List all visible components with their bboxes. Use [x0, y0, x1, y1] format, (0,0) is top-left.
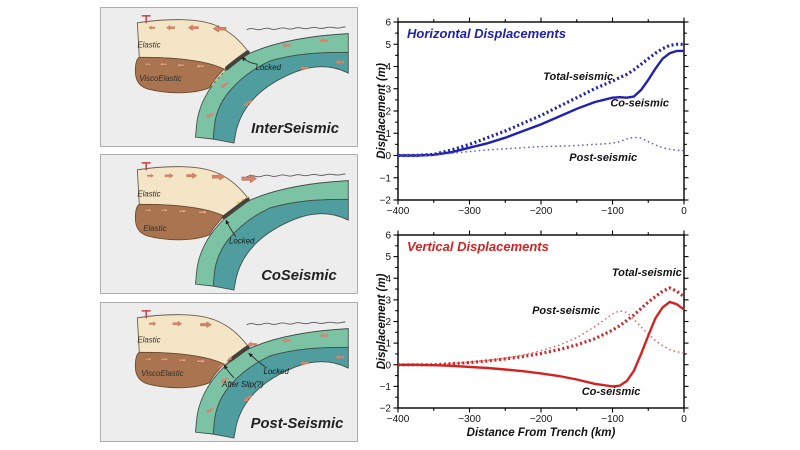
curve-name-label: Co-seismic — [582, 386, 641, 398]
x-axis-label: Distance From Trench (km) — [467, 427, 616, 439]
sea-surface — [246, 26, 346, 31]
locked-label: Locked — [229, 237, 255, 246]
oceanic-lithosphere-layer — [212, 346, 349, 439]
locked-zone — [227, 345, 250, 363]
y-tick-label: 6 — [385, 231, 391, 242]
x-tick-label: 0 — [681, 414, 687, 425]
slipped-zone-dashes — [236, 194, 252, 204]
mantle-label: ViscoElastic — [141, 369, 183, 378]
curve-name-label: Post-seismic — [532, 305, 600, 317]
locked-zone — [222, 197, 250, 220]
interseismic-diagram: Elastic ViscoElastic Locked InterSeismic — [134, 15, 349, 144]
y-tick-label: −2 — [380, 404, 392, 415]
y-tick-label: 0 — [385, 360, 391, 371]
x-tick-label: −100 — [601, 206, 624, 217]
curve-name-label: Total-seismic — [612, 267, 682, 279]
vertical-displacements-chart: −400 −300 −200 −100 0 −2 −1 0 1 2 3 4 5 6 Total-seismi… — [376, 230, 689, 439]
locked-label: Locked — [256, 63, 282, 72]
curve-co-seismic — [398, 300, 685, 388]
curve-name-label: Co-seismic — [610, 98, 669, 110]
y-tick-label: −1 — [380, 173, 392, 184]
y-axis-label: Displacement (m) — [376, 273, 388, 369]
label-pointer-arrow — [248, 352, 267, 369]
sea-surface — [246, 173, 346, 178]
locked-label: Locked — [264, 367, 290, 376]
panel-title: InterSeismic — [251, 121, 339, 137]
y-tick-label: 5 — [385, 252, 391, 263]
y-tick-label: 1 — [385, 129, 391, 140]
y-tick-label: 2 — [385, 317, 391, 328]
panel-title: Post-Seismic — [251, 416, 344, 432]
y-tick-label: 3 — [385, 295, 391, 306]
y-tick-label: 4 — [385, 274, 391, 285]
curve-name-label: Post-seismic — [569, 152, 637, 164]
curve-post-seismic — [398, 309, 685, 366]
chart-title: Vertical Displacements — [407, 239, 549, 254]
x-tick-label: −100 — [601, 414, 624, 425]
mantle-label: ViscoElastic — [139, 74, 181, 83]
oceanic-lithosphere-layer — [212, 198, 349, 291]
panel-interseismic: Elastic ViscoElastic Locked InterSeismic — [100, 7, 358, 147]
crust-label: Elastic — [137, 40, 160, 49]
gps-station-icon — [141, 310, 151, 319]
locked-zone — [224, 50, 250, 71]
curve-co-seismic — [398, 49, 684, 157]
x-tick-label: −300 — [458, 206, 481, 217]
y-tick-label: 6 — [385, 18, 391, 29]
curve-total-seismic — [398, 286, 685, 367]
y-tick-label: −2 — [380, 196, 392, 207]
panel-title: CoSeismic — [261, 268, 337, 284]
x-tick-label: −200 — [530, 414, 553, 425]
panel-coseismic: Elastic Elastic Locked CoSeismic — [100, 154, 358, 294]
crust-label: Elastic — [137, 189, 160, 198]
horizontal-displacements-chart: −400 −300 −200 −100 0 −2 −1 0 1 2 3 4 5 6 Total-seismi… — [376, 17, 689, 217]
y-tick-label: 0 — [385, 151, 391, 162]
x-tick-label: −400 — [387, 414, 410, 425]
chart-title: Horizontal Displacements — [407, 26, 566, 41]
x-tick-label: −400 — [387, 206, 410, 217]
creep-zone-dashes — [210, 70, 226, 88]
oceanic-lithosphere-layer — [212, 51, 349, 144]
gps-station-icon — [141, 15, 151, 24]
x-tick-label: −300 — [458, 414, 481, 425]
mantle-label: Elastic — [143, 224, 166, 233]
postseismic-diagram: Elastic ViscoElastic Locked After Slip(?… — [134, 310, 349, 439]
plot-frame — [397, 234, 685, 409]
curve-name-label: Total-seismic — [543, 71, 613, 83]
y-tick-label: 2 — [385, 107, 391, 118]
x-tick-label: −200 — [530, 206, 553, 217]
gps-station-icon — [141, 162, 151, 171]
y-tick-label: 3 — [385, 84, 391, 95]
sea-surface — [246, 321, 346, 326]
label-pointer-arrow — [225, 219, 237, 238]
plot-frame — [397, 21, 685, 201]
x-tick-label: 0 — [681, 206, 687, 217]
label-pointer-arrow — [223, 364, 235, 379]
panel-postseismic: Elastic ViscoElastic Locked After Slip(?… — [100, 302, 358, 442]
y-tick-label: 1 — [385, 339, 391, 350]
y-tick-label: 4 — [385, 62, 391, 73]
coseismic-diagram: Elastic Elastic Locked CoSeismic — [134, 162, 349, 291]
label-pointer-arrow — [241, 56, 258, 65]
y-tick-label: −1 — [380, 382, 392, 393]
crust-label: Elastic — [137, 335, 160, 344]
y-tick-label: 5 — [385, 40, 391, 51]
afterslip-label: After Slip(?) — [221, 380, 264, 389]
y-axis-label: Displacement (m) — [376, 63, 388, 159]
